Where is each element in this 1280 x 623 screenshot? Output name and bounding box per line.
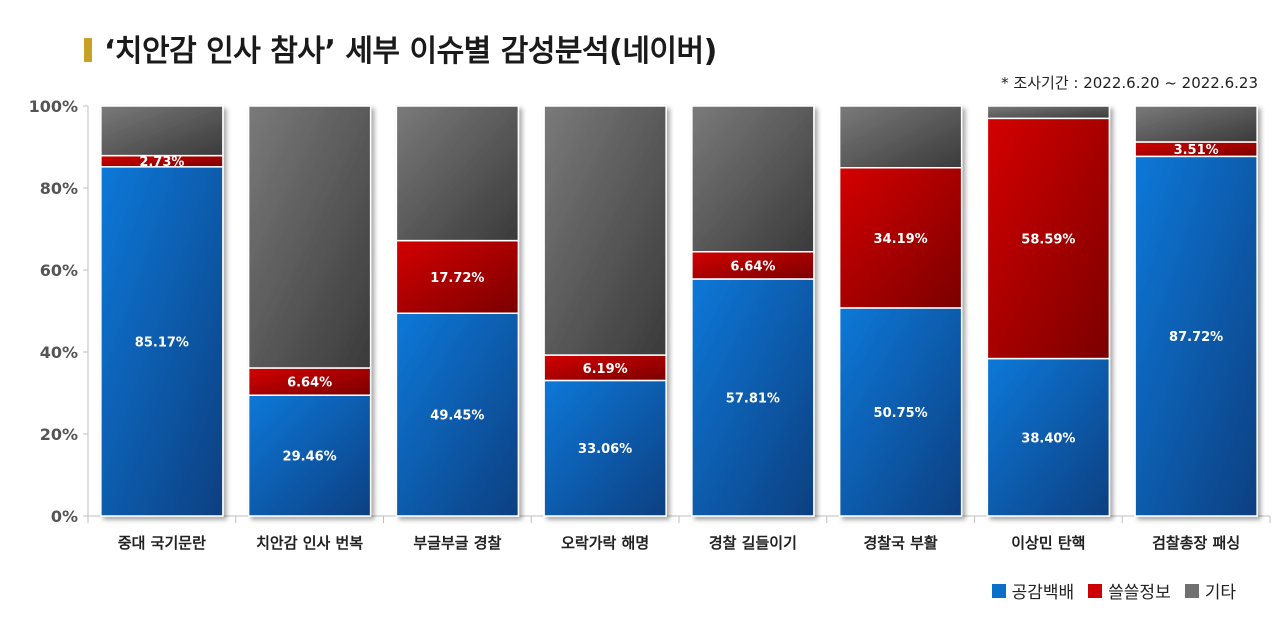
bars bbox=[100, 105, 1258, 517]
bar-segment-other bbox=[1134, 105, 1258, 143]
y-tick-label: 100% bbox=[29, 97, 78, 116]
legend-label-empathy: 공감백배 bbox=[1011, 583, 1075, 603]
bar-segment-empathy bbox=[986, 357, 1111, 517]
labels: 85.17% 2.73% 중대 국기문란 29.46% 6.64% 치안감 인사 번복 49… bbox=[118, 143, 1240, 552]
bar-stack bbox=[1134, 105, 1258, 517]
data-label: 3.51% bbox=[1174, 143, 1219, 158]
legend-item-sad: 쓸쓸정보 bbox=[1088, 578, 1171, 603]
data-label: 85.17% bbox=[135, 335, 189, 350]
bar-segment-other bbox=[247, 105, 372, 369]
bar-stack bbox=[247, 105, 372, 517]
x-category-label: 오락가락 해명 bbox=[561, 534, 649, 552]
y-tick-label: 40% bbox=[40, 343, 78, 362]
bar-segment-other bbox=[543, 105, 667, 356]
y-tick-label: 80% bbox=[40, 179, 78, 198]
x-category-label: 경찰 길들이기 bbox=[709, 534, 797, 552]
data-label: 50.75% bbox=[874, 406, 928, 421]
title-accent-bar bbox=[84, 38, 92, 62]
bar-segment-empathy bbox=[691, 278, 815, 517]
y-tick-label: 60% bbox=[40, 261, 78, 280]
bar-segment-sad bbox=[543, 354, 667, 382]
x-category-label: 이상민 탄핵 bbox=[1011, 534, 1085, 552]
data-label: 33.06% bbox=[578, 442, 632, 457]
legend-swatch-sad bbox=[1088, 583, 1103, 598]
legend-item-other: 기타 bbox=[1184, 578, 1236, 603]
chart-title: ‘치안감 인사 참사’ 세부 이슈별 감성분석(네이버) bbox=[104, 34, 717, 69]
bar-stack bbox=[691, 105, 815, 517]
legend-label-other: 기타 bbox=[1204, 583, 1236, 603]
data-label: 34.19% bbox=[874, 232, 928, 247]
bar-segment-other bbox=[691, 105, 815, 253]
bar-segment-empathy bbox=[100, 166, 224, 517]
bar-segment-other bbox=[100, 105, 224, 157]
bar-segment-empathy bbox=[395, 312, 520, 517]
x-category-label: 경찰국 부활 bbox=[864, 534, 938, 552]
bar-segment-empathy bbox=[838, 307, 963, 517]
x-category-label: 부글부글 경찰 bbox=[413, 534, 501, 552]
bar-segment-empathy bbox=[543, 379, 667, 517]
bar-segment-sad bbox=[691, 251, 815, 280]
bar-stack bbox=[986, 105, 1111, 517]
data-label: 57.81% bbox=[726, 391, 780, 406]
y-tick-label: 0% bbox=[51, 507, 78, 526]
bar-segment-other bbox=[395, 105, 520, 242]
bar-segment-empathy bbox=[1134, 155, 1258, 517]
legend-swatch-other bbox=[1184, 583, 1199, 598]
legend-label-sad: 쓸쓸정보 bbox=[1108, 583, 1171, 603]
data-label: 58.59% bbox=[1021, 232, 1075, 247]
x-category-label: 중대 국기문란 bbox=[118, 534, 206, 552]
legend-swatch-empathy bbox=[991, 583, 1006, 598]
bar-stack bbox=[838, 105, 963, 517]
data-label: 6.19% bbox=[583, 362, 628, 377]
legend-item-empathy: 공감백배 bbox=[991, 578, 1075, 603]
x-category-label: 치안감 인사 번복 bbox=[256, 534, 363, 552]
x-category-label: 검찰총장 패싱 bbox=[1152, 534, 1240, 552]
data-label: 2.73% bbox=[139, 155, 184, 170]
data-label: 17.72% bbox=[430, 271, 484, 286]
bar-segment-other bbox=[986, 105, 1111, 120]
bar-segment-other bbox=[838, 105, 963, 169]
data-label: 87.72% bbox=[1169, 330, 1223, 345]
bar-segment-empathy bbox=[247, 394, 372, 517]
data-label: 38.40% bbox=[1021, 431, 1075, 446]
bar-segment-sad bbox=[395, 239, 520, 315]
data-label: 6.64% bbox=[287, 376, 332, 391]
legend: 공감백배 쓸쓸정보 기타 bbox=[991, 578, 1236, 603]
data-label: 49.45% bbox=[430, 409, 484, 424]
survey-period-note: * 조사기간 : 2022.6.20 ~ 2022.6.23 bbox=[1001, 74, 1258, 92]
bar-segment-sad bbox=[986, 117, 1111, 360]
bar-stack bbox=[543, 105, 667, 517]
bar-segment-sad bbox=[838, 166, 963, 309]
data-label: 29.46% bbox=[283, 450, 337, 465]
bar-stack bbox=[100, 105, 224, 517]
data-label: 6.64% bbox=[730, 259, 775, 274]
bar-stack bbox=[395, 105, 520, 517]
y-tick-label: 20% bbox=[40, 425, 78, 444]
